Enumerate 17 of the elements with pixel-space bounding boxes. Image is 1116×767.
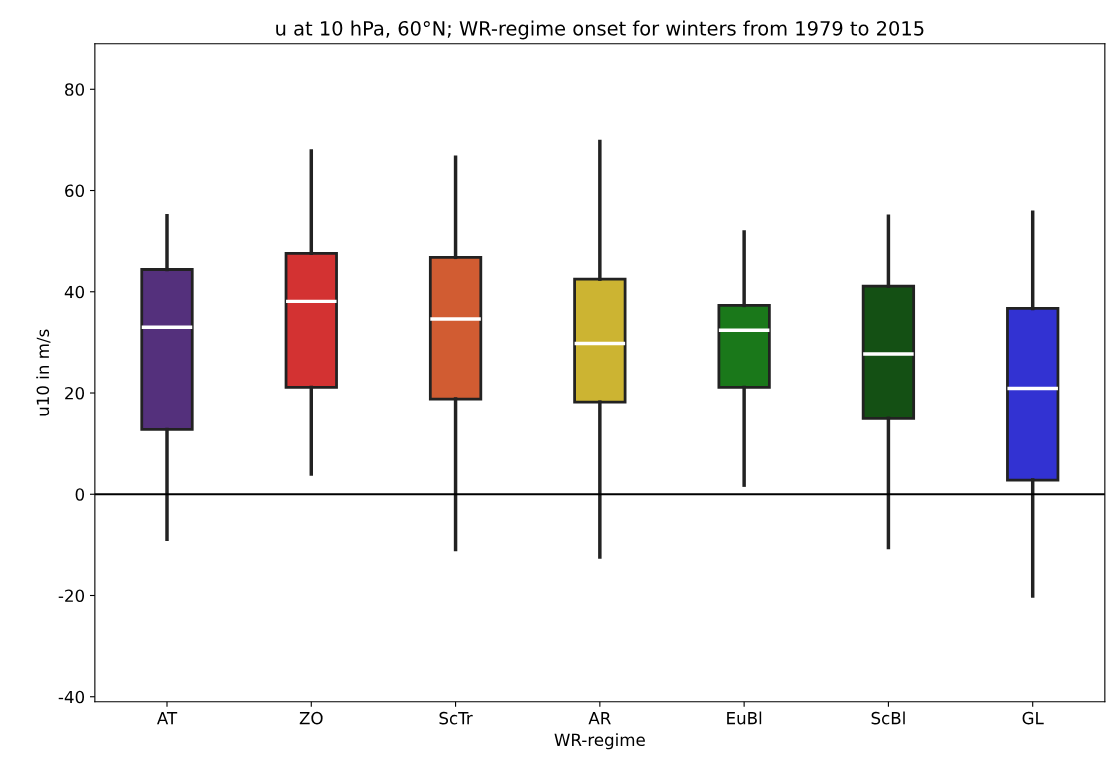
chart-title: u at 10 hPa, 60°N; WR-regime onset for winters from 1979 to 2015 (276, 20, 924, 40)
x-tick-label: ZO (299, 711, 323, 725)
x-tick-label: AT (156, 712, 178, 725)
y-tick-label: -40 (58, 690, 85, 704)
y-tick-label: 60 (65, 184, 85, 198)
x-axis-title: WR-regime (554, 733, 645, 750)
x-tick-label: ScBl (871, 711, 905, 725)
x-tick-label: AR (588, 712, 611, 725)
y-tick-label: 0 (75, 488, 85, 501)
y-tick-label: 80 (65, 83, 85, 96)
y-tick-label: 40 (64, 285, 85, 299)
x-tick-label: ScTr (439, 711, 473, 725)
y-tick-label: 20 (65, 386, 85, 400)
x-tick-label: GL (1022, 711, 1044, 725)
y-tick-label: -20 (58, 589, 85, 603)
y-axis-title: u10 in m/s (36, 329, 51, 416)
x-tick-label: EuBl (727, 711, 762, 725)
